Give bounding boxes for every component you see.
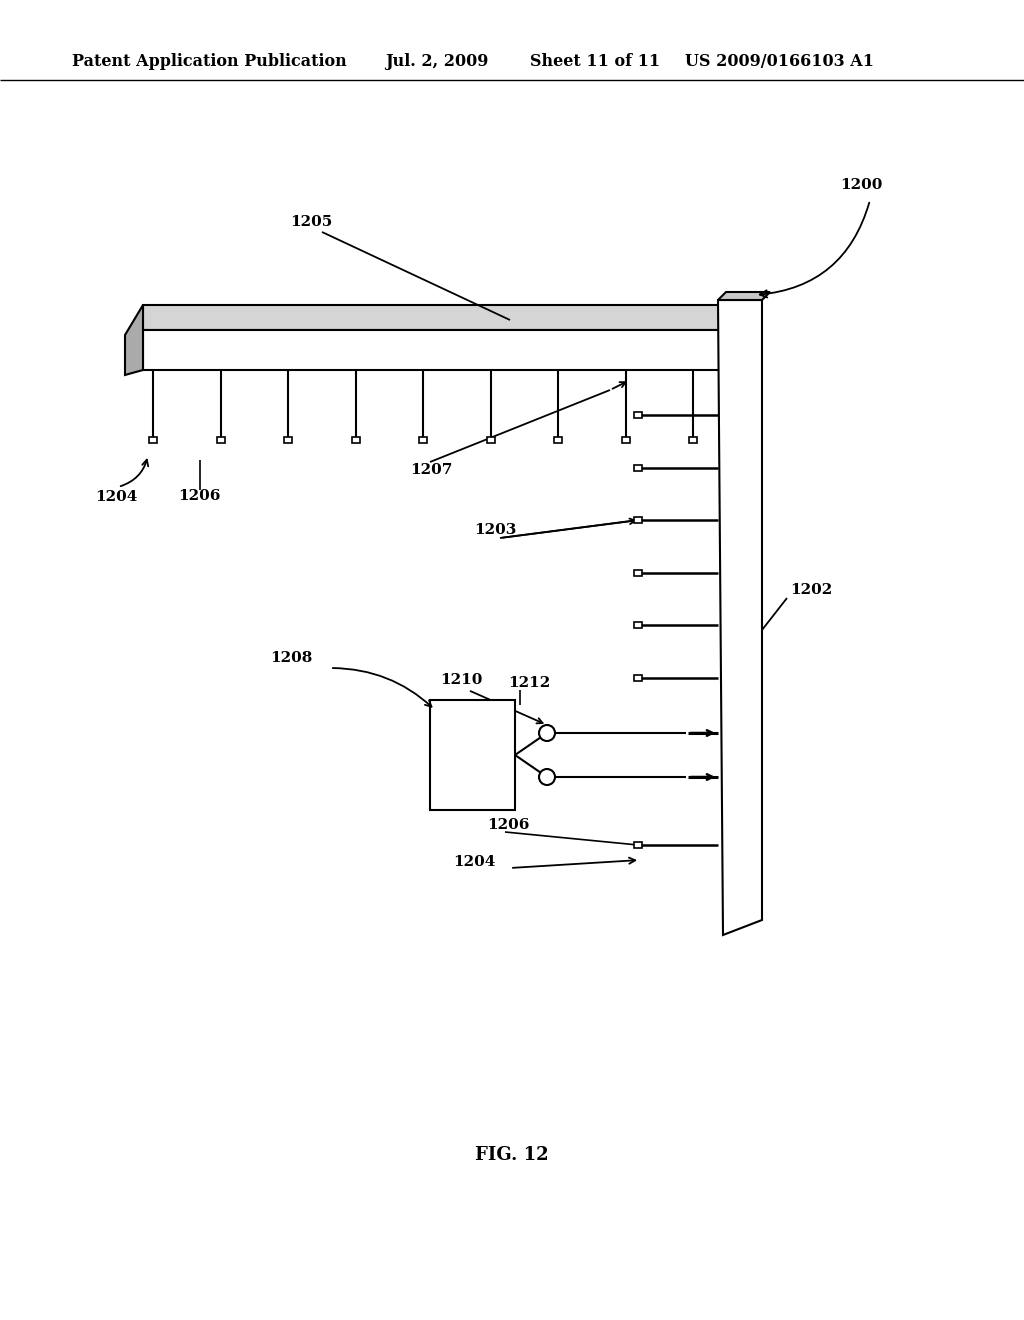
Text: 1208: 1208 [270,651,312,665]
Text: FIG. 12: FIG. 12 [475,1146,549,1164]
FancyArrowPatch shape [760,203,869,297]
Polygon shape [718,300,762,935]
FancyArrowPatch shape [121,459,148,486]
Bar [419,437,427,444]
FancyArrowPatch shape [333,668,431,706]
Text: Sheet 11 of 11: Sheet 11 of 11 [530,54,660,70]
Bar [150,437,157,444]
Bar [634,842,642,847]
Text: 1204: 1204 [95,490,137,504]
Bar [430,700,515,810]
Text: Patent Application Publication: Patent Application Publication [72,54,347,70]
Text: 1210: 1210 [440,673,482,686]
Text: 1200: 1200 [840,178,883,191]
Polygon shape [718,292,770,300]
Circle shape [539,725,555,741]
Polygon shape [143,330,720,370]
Bar [634,412,642,418]
Bar [689,437,697,444]
Text: 1206: 1206 [487,818,529,832]
Text: US 2009/0166103 A1: US 2009/0166103 A1 [685,54,874,70]
Text: Jul. 2, 2009: Jul. 2, 2009 [385,54,488,70]
Bar [622,437,630,444]
Text: 1207: 1207 [410,463,453,477]
Bar [634,622,642,628]
Bar [554,437,562,444]
Bar [634,675,642,681]
Bar [351,437,359,444]
Polygon shape [143,305,720,330]
Circle shape [539,770,555,785]
Text: 1206: 1206 [178,488,220,503]
Bar [634,570,642,576]
Text: 1203: 1203 [474,523,516,537]
Text: 1204: 1204 [453,855,496,869]
Polygon shape [125,305,143,375]
Bar [634,517,642,523]
Text: 1212: 1212 [508,676,550,690]
FancyArrowPatch shape [513,858,635,867]
Text: 1202: 1202 [790,583,833,597]
Bar [634,465,642,471]
Bar [216,437,224,444]
Bar [486,437,495,444]
Bar [284,437,292,444]
Text: 1205: 1205 [290,215,332,228]
